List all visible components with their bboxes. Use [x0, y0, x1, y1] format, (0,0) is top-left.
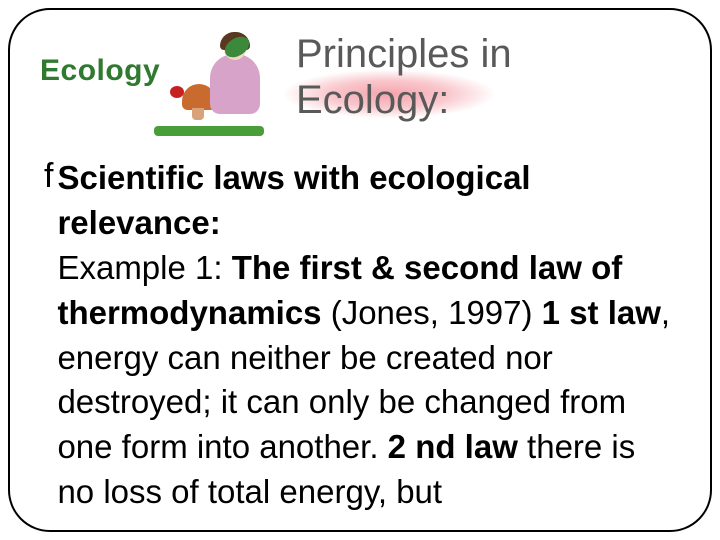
- seg-first-law-label: 1 st law: [542, 294, 661, 331]
- seg-example-label: Example 1:: [57, 249, 231, 286]
- grass-shape: [154, 126, 264, 136]
- seg-heading: Scientific laws with ecological relevanc…: [57, 159, 530, 241]
- slide-title: Principles in Ecology:: [296, 32, 672, 123]
- title-line1: Principles in: [296, 32, 512, 76]
- ladybug-shape: [170, 86, 184, 98]
- ecology-clipart: Ecology: [38, 28, 278, 138]
- seg-citation: (Jones, 1997): [331, 294, 542, 331]
- header-row: Ecology Principles in Ecology:: [38, 28, 682, 138]
- title-block: Principles in Ecology:: [290, 28, 682, 127]
- slide-frame: Ecology Principles in Ecology: f Scienti…: [8, 8, 712, 532]
- ecology-logo-text: Ecology: [40, 54, 160, 88]
- bullet-row: f Scientific laws with ecological releva…: [44, 156, 676, 515]
- body-paragraph: Scientific laws with ecological relevanc…: [57, 156, 676, 515]
- seg-second-law-label: 2 nd law: [388, 428, 527, 465]
- body-block: f Scientific laws with ecological releva…: [38, 156, 682, 515]
- title-line2: Ecology:: [296, 78, 449, 122]
- girl-shape: [210, 54, 260, 114]
- bullet-marker: f: [44, 156, 53, 197]
